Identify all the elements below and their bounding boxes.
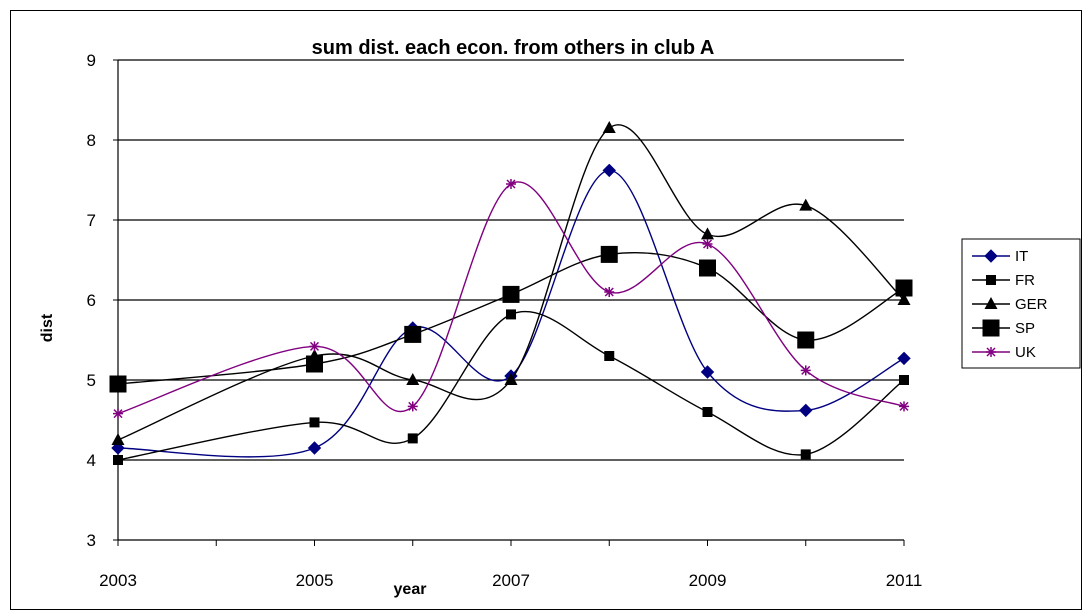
chart-frame bbox=[10, 10, 1082, 610]
data-point-ger bbox=[504, 373, 518, 385]
asterisk-stroke bbox=[113, 409, 123, 419]
data-point-ger bbox=[701, 227, 714, 240]
legend-label-it: IT bbox=[1015, 248, 1028, 265]
x-axis-label: year bbox=[394, 581, 427, 598]
data-point-sp bbox=[404, 325, 422, 343]
data-point-uk bbox=[309, 341, 320, 352]
data-point-sp bbox=[502, 285, 520, 303]
asterisk-stroke bbox=[801, 365, 811, 375]
data-point-it bbox=[602, 163, 616, 178]
data-point-uk bbox=[113, 408, 123, 419]
series-ger bbox=[111, 121, 911, 445]
legend-marker-ger bbox=[984, 297, 998, 309]
asterisk-stroke bbox=[604, 287, 614, 297]
data-point-sp bbox=[699, 259, 716, 277]
data-point-uk bbox=[506, 179, 516, 189]
series-sp bbox=[109, 245, 913, 393]
data-point-uk bbox=[407, 401, 418, 412]
series-uk bbox=[113, 179, 909, 419]
series-lines bbox=[109, 121, 913, 465]
asterisk-stroke bbox=[986, 347, 996, 357]
data-point-fr bbox=[506, 309, 516, 320]
asterisk-stroke bbox=[899, 401, 909, 411]
tick-labels: 3 4 5 6 7 8 9 2003 2005 2007 2009 2011 bbox=[87, 51, 923, 590]
series-line-it bbox=[117, 169, 905, 458]
x-tick-label: 2003 bbox=[99, 571, 137, 590]
y-tick-label: 5 bbox=[87, 371, 96, 390]
asterisk-stroke bbox=[702, 239, 713, 249]
series-fr bbox=[113, 309, 909, 465]
axes bbox=[113, 59, 905, 546]
data-point-fr bbox=[800, 449, 811, 460]
data-point-sp bbox=[600, 245, 618, 263]
asterisk-stroke bbox=[309, 341, 320, 351]
legend-item-uk: UK bbox=[972, 344, 1036, 361]
series-line-fr bbox=[117, 310, 905, 461]
data-point-ger bbox=[897, 293, 911, 305]
data-point-it bbox=[307, 441, 322, 455]
data-point-ger bbox=[111, 433, 125, 445]
y-tick-label: 9 bbox=[87, 51, 96, 70]
series-line-ger bbox=[117, 124, 905, 441]
data-point-sp bbox=[797, 331, 815, 349]
legend-marker-uk bbox=[986, 347, 996, 357]
data-point-uk bbox=[702, 239, 713, 249]
data-point-sp bbox=[109, 375, 127, 393]
x-tick-label: 2011 bbox=[886, 571, 923, 590]
data-point-fr bbox=[309, 417, 320, 428]
gridlines bbox=[118, 59, 904, 461]
data-point-uk bbox=[604, 287, 615, 297]
series-line-uk bbox=[117, 181, 905, 415]
legend-marker-sp bbox=[982, 319, 1000, 337]
y-tick-label: 4 bbox=[87, 451, 96, 470]
data-point-ger bbox=[406, 373, 420, 385]
chart-title: sum dist. each econ. from others in club… bbox=[312, 37, 715, 59]
data-point-it bbox=[799, 403, 813, 418]
x-tick-label: 2009 bbox=[689, 571, 727, 590]
legend-label-ger: GER bbox=[1015, 296, 1048, 313]
data-point-sp bbox=[306, 355, 323, 373]
data-point-ger bbox=[602, 121, 616, 133]
y-tick-label: 3 bbox=[87, 531, 96, 550]
legend-marker-it bbox=[984, 249, 998, 263]
data-point-ger bbox=[799, 198, 813, 211]
legend-label-uk: UK bbox=[1015, 344, 1036, 361]
data-point-sp bbox=[895, 279, 913, 297]
legend-item-it: IT bbox=[972, 248, 1028, 265]
y-tick-label: 6 bbox=[87, 291, 96, 310]
asterisk-stroke bbox=[506, 179, 516, 189]
legend-marker-fr bbox=[986, 275, 996, 285]
data-point-fr bbox=[702, 407, 713, 417]
legend: IT FR GER SP UK bbox=[961, 238, 1081, 369]
data-point-it bbox=[897, 351, 911, 366]
data-point-fr bbox=[604, 351, 615, 361]
legend-item-fr: FR bbox=[972, 272, 1035, 289]
legend-item-ger: GER bbox=[972, 296, 1048, 313]
legend-label-sp: SP bbox=[1015, 320, 1035, 337]
y-tick-label: 7 bbox=[87, 211, 96, 230]
x-tick-label: 2007 bbox=[492, 571, 530, 590]
y-axis-label: dist bbox=[39, 313, 56, 342]
data-point-fr bbox=[899, 375, 909, 385]
data-point-fr bbox=[113, 455, 123, 465]
data-point-fr bbox=[407, 433, 418, 444]
asterisk-stroke bbox=[408, 401, 418, 411]
data-point-uk bbox=[800, 365, 811, 376]
legend-item-sp: SP bbox=[972, 319, 1035, 337]
data-point-uk bbox=[899, 401, 909, 412]
data-point-it bbox=[700, 365, 715, 379]
y-tick-label: 8 bbox=[87, 131, 96, 150]
x-tick-label: 2005 bbox=[296, 571, 334, 590]
legend-label-fr: FR bbox=[1015, 272, 1035, 289]
